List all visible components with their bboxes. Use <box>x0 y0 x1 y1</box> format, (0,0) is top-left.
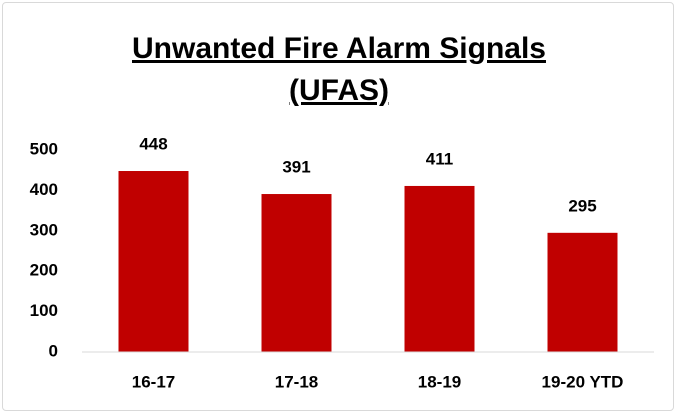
bar <box>261 194 332 352</box>
data-label: 448 <box>139 134 167 153</box>
y-tick-label: 200 <box>30 261 58 280</box>
data-label: 391 <box>282 158 310 177</box>
data-label: 411 <box>426 149 453 168</box>
chart-title: Unwanted Fire Alarm Signals (UFAS) <box>132 32 546 107</box>
y-tick-label: 400 <box>30 180 58 199</box>
data-label: 295 <box>568 196 596 215</box>
x-tick-label: 19-20 YTD <box>542 372 624 391</box>
y-tick-label: 300 <box>30 220 58 239</box>
chart-border <box>2 2 674 411</box>
x-tick-label: 16-17 <box>132 372 175 391</box>
y-tick-label: 0 <box>49 341 58 360</box>
x-tick-label: 17-18 <box>275 372 318 391</box>
x-tick-label: 18-19 <box>418 372 461 391</box>
bar <box>118 171 189 352</box>
bar <box>547 232 618 352</box>
y-tick-label: 100 <box>30 301 58 320</box>
bar <box>404 185 475 352</box>
y-tick-label: 500 <box>30 139 58 158</box>
